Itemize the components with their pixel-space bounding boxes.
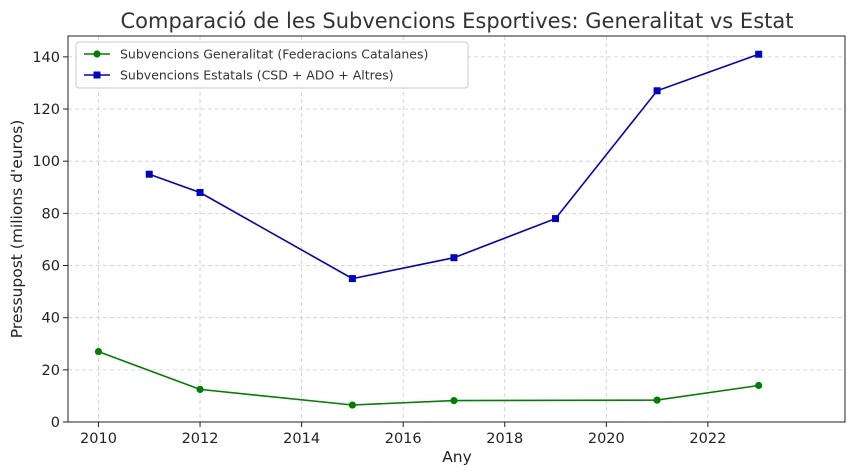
axes bbox=[67, 35, 846, 423]
x-tick-label: 2018 bbox=[486, 431, 523, 447]
data-point bbox=[196, 188, 204, 196]
legend-box bbox=[75, 41, 469, 89]
series bbox=[94, 50, 763, 409]
data-point bbox=[653, 396, 661, 404]
legend-label-generalitat: Subvencions Generalitat (Federacions Cat… bbox=[120, 47, 428, 62]
plot-frame bbox=[67, 35, 846, 423]
legend: Subvencions Generalitat (Federacions Cat… bbox=[75, 41, 469, 89]
data-point bbox=[755, 381, 763, 390]
y-tick-label: 100 bbox=[32, 154, 60, 170]
series-0 bbox=[94, 347, 763, 409]
x-tick-label: 2016 bbox=[385, 431, 422, 447]
data-point bbox=[348, 275, 356, 283]
data-point bbox=[552, 215, 560, 223]
data-point bbox=[348, 401, 356, 409]
series-line bbox=[98, 350, 759, 406]
y-tick-label: 40 bbox=[42, 311, 60, 327]
grid bbox=[68, 36, 845, 423]
x-tick-label: 2014 bbox=[283, 431, 320, 447]
tick-labels: 2010 2012 2014 2016 2018 2020 2022 0 20 40 60 80 100… bbox=[32, 50, 726, 447]
chart-title: Comparació de les Subvencions Esportives… bbox=[121, 9, 794, 33]
data-point bbox=[450, 397, 458, 405]
data-point bbox=[94, 347, 103, 356]
x-tick-label: 2022 bbox=[689, 431, 726, 447]
legend-marker-estat bbox=[93, 71, 101, 79]
series-1 bbox=[145, 50, 763, 283]
y-tick-label: 60 bbox=[42, 259, 60, 275]
y-tick-label: 0 bbox=[51, 415, 60, 431]
data-point bbox=[196, 385, 204, 393]
x-tick-label: 2010 bbox=[80, 431, 117, 447]
x-tick-label: 2020 bbox=[588, 431, 625, 447]
x-tick-label: 2012 bbox=[182, 431, 219, 447]
y-axis-label: Pressupost (milions d'euros) bbox=[8, 120, 26, 339]
x-axis-label: Any bbox=[442, 448, 472, 466]
y-tick-label: 80 bbox=[42, 206, 60, 222]
y-tick-label: 140 bbox=[32, 50, 60, 66]
data-point bbox=[755, 50, 763, 58]
data-point bbox=[653, 87, 661, 95]
y-tick-label: 120 bbox=[32, 102, 60, 118]
data-point bbox=[450, 254, 458, 262]
data-point bbox=[145, 170, 153, 178]
legend-marker-generalitat bbox=[93, 50, 101, 58]
y-tick-label: 20 bbox=[42, 363, 60, 379]
legend-label-estat: Subvencions Estatals (CSD + ADO + Altres… bbox=[120, 68, 394, 83]
